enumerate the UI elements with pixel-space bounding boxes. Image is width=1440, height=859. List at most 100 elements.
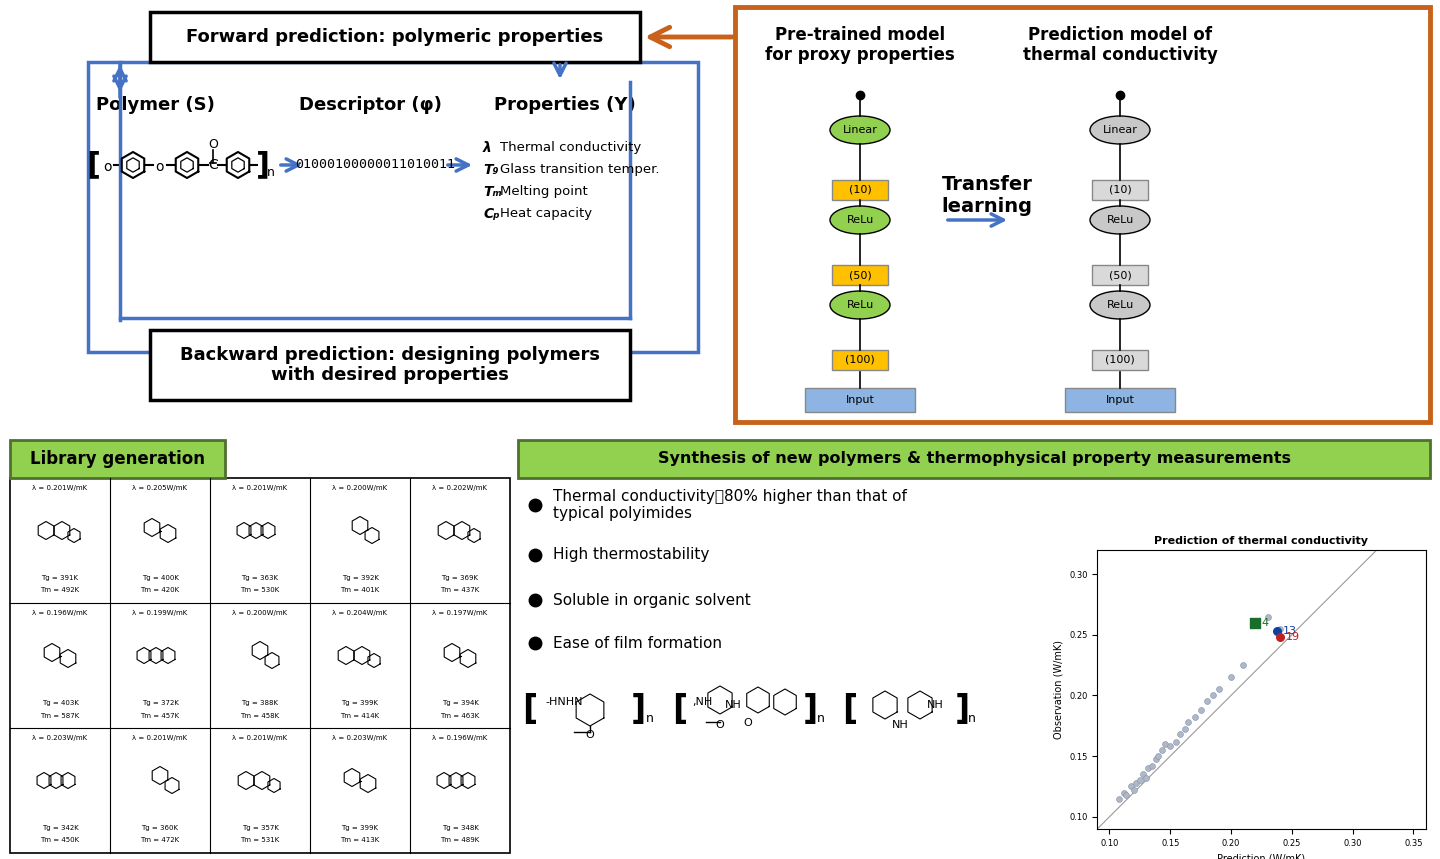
Text: O: O [207,138,217,151]
Point [1151,743,1174,757]
Text: O: O [743,718,752,728]
FancyBboxPatch shape [832,265,888,285]
Text: NH: NH [926,700,943,710]
Text: Linear: Linear [1103,125,1138,135]
Point [1140,759,1164,773]
Ellipse shape [1090,206,1151,234]
Text: Ease of film formation: Ease of film formation [553,636,721,650]
Point [1146,749,1169,763]
Ellipse shape [829,206,890,234]
Text: n: n [816,711,825,724]
Text: (10): (10) [848,185,871,195]
Text: λ = 0.204W/mK: λ = 0.204W/mK [333,610,387,616]
Point [1220,670,1243,684]
Text: [: [ [523,693,537,727]
FancyBboxPatch shape [1066,388,1175,412]
Text: ]: ] [631,693,645,727]
X-axis label: Prediction (W/mK): Prediction (W/mK) [1217,853,1306,859]
Point [1244,616,1267,630]
Text: (50): (50) [848,270,871,280]
Point [1159,740,1182,753]
Point [1269,631,1292,644]
Text: λ = 0.197W/mK: λ = 0.197W/mK [432,610,488,616]
Text: O: O [716,720,724,730]
Text: λ = 0.202W/mK: λ = 0.202W/mK [432,485,488,491]
Ellipse shape [1090,116,1151,144]
Text: T₉: T₉ [482,163,498,177]
Text: o: o [102,160,111,174]
Point [1195,695,1218,709]
Text: C: C [209,158,217,172]
Text: ReLu: ReLu [847,215,874,225]
Text: 19: 19 [1286,632,1300,643]
Text: Transfer
learning: Transfer learning [942,174,1032,216]
Text: n: n [968,711,976,724]
Text: (100): (100) [1104,355,1135,365]
Text: Forward prediction: polymeric properties: Forward prediction: polymeric properties [186,28,603,46]
Text: λ = 0.201W/mK: λ = 0.201W/mK [132,735,187,741]
Text: ]: ] [256,150,271,180]
Point [1256,610,1279,624]
Text: λ = 0.200W/mK: λ = 0.200W/mK [232,610,288,616]
Text: Tg = 399K: Tg = 399K [341,700,379,706]
Text: λ = 0.196W/mK: λ = 0.196W/mK [32,610,88,616]
Text: λ = 0.201W/mK: λ = 0.201W/mK [232,485,288,491]
Point [1107,792,1130,806]
Point [1207,682,1230,696]
FancyBboxPatch shape [10,440,225,478]
Text: Polymer (S): Polymer (S) [95,96,215,114]
Text: Tm = 458K: Tm = 458K [240,712,279,718]
FancyBboxPatch shape [1092,350,1148,370]
Text: λ = 0.203W/mK: λ = 0.203W/mK [33,735,88,741]
Text: Tg = 400K: Tg = 400K [141,575,179,581]
Text: Backward prediction: designing polymers
with desired properties: Backward prediction: designing polymers … [180,345,600,384]
Point [1145,752,1168,765]
Text: 4: 4 [1261,618,1269,628]
Point [1135,771,1158,785]
Text: Tm = 472K: Tm = 472K [141,838,180,844]
Text: o: o [156,160,164,174]
Point [1153,737,1176,751]
Text: ReLu: ReLu [1106,300,1133,310]
FancyBboxPatch shape [1092,180,1148,200]
Text: Glass transition temper.: Glass transition temper. [500,163,660,176]
Text: ReLu: ReLu [847,300,874,310]
Ellipse shape [829,116,890,144]
Text: Tg = 372K: Tg = 372K [141,700,179,706]
Point [1244,616,1267,630]
Text: Input: Input [1106,395,1135,405]
Text: (100): (100) [845,355,876,365]
Text: Tm = 401K: Tm = 401K [340,588,380,594]
Text: Heat capacity: Heat capacity [500,208,592,221]
Point [1132,767,1155,781]
Ellipse shape [829,291,890,319]
Text: Tₘ: Tₘ [482,185,501,199]
Text: Tm = 420K: Tm = 420K [141,588,180,594]
Text: Tg = 348K: Tg = 348K [442,825,478,831]
FancyBboxPatch shape [150,330,631,400]
Text: Linear: Linear [842,125,877,135]
Text: n: n [647,711,654,724]
Text: Synthesis of new polymers & thermophysical property measurements: Synthesis of new polymers & thermophysic… [658,452,1290,466]
Text: Input: Input [845,395,874,405]
Text: Properties (Y): Properties (Y) [494,96,636,114]
Text: [: [ [86,150,99,180]
Point [1113,786,1136,800]
Text: Tg = 360K: Tg = 360K [141,825,179,831]
Text: Melting point: Melting point [500,186,588,198]
Point [1266,624,1289,638]
Text: Tg = 369K: Tg = 369K [442,575,478,581]
FancyBboxPatch shape [518,440,1430,478]
FancyBboxPatch shape [10,478,510,853]
Text: thermal conductivity: thermal conductivity [1022,46,1217,64]
Text: Tg = 342K: Tg = 342K [42,825,78,831]
Text: λ = 0.196W/mK: λ = 0.196W/mK [432,735,488,741]
Text: ]: ] [955,693,969,727]
Text: λ = 0.205W/mK: λ = 0.205W/mK [132,485,187,491]
Point [1168,728,1191,741]
FancyBboxPatch shape [1092,265,1148,285]
Text: NH: NH [724,700,742,710]
Text: λ: λ [482,141,491,155]
Y-axis label: Observation (W/mK): Observation (W/mK) [1054,640,1064,739]
Point [1125,776,1148,789]
